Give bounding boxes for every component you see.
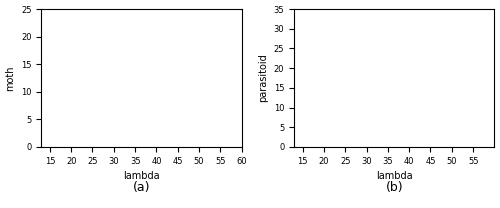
Y-axis label: moth: moth <box>6 65 16 91</box>
Title: (b): (b) <box>386 181 403 194</box>
Y-axis label: parasitoid: parasitoid <box>258 54 268 102</box>
X-axis label: lambda: lambda <box>123 171 160 181</box>
Title: (a): (a) <box>133 181 150 194</box>
X-axis label: lambda: lambda <box>376 171 412 181</box>
